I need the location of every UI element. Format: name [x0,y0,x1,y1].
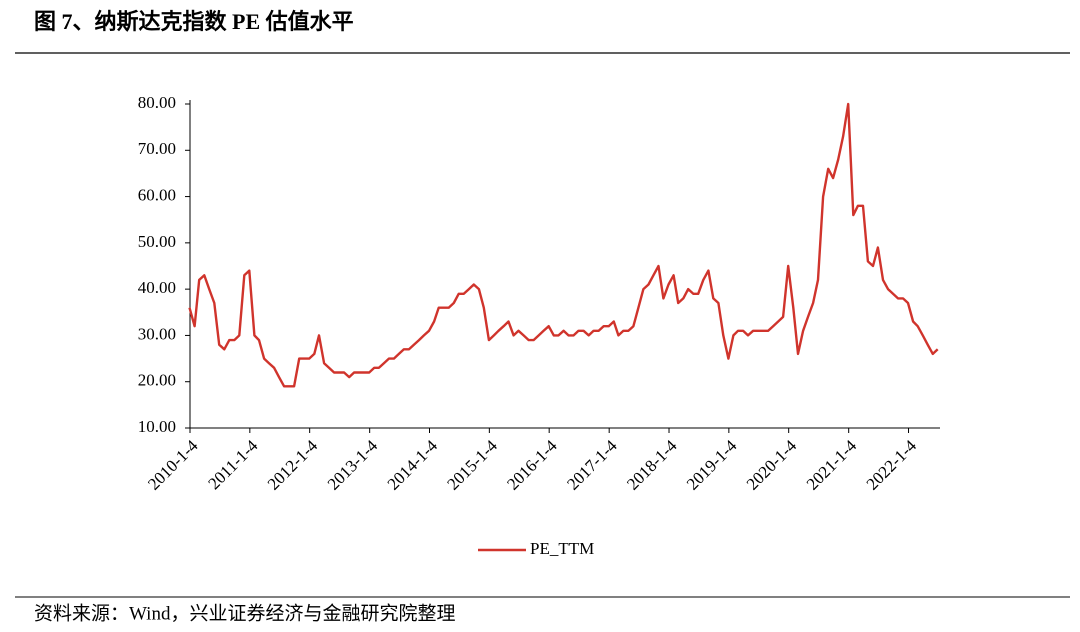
x-tick-label: 2022-1-4 [863,436,921,494]
x-tick-label: 2011-1-4 [204,436,261,493]
x-tick-label: 2016-1-4 [503,436,561,494]
y-tick-label: 80.00 [138,93,176,112]
x-tick-label: 2012-1-4 [264,436,322,494]
x-tick-label: 2010-1-4 [144,436,202,494]
x-tick-label: 2014-1-4 [384,436,442,494]
x-tick-label: 2020-1-4 [743,436,801,494]
x-tick-label: 2013-1-4 [324,436,382,494]
y-tick-label: 10.00 [138,417,176,436]
y-tick-label: 50.00 [138,232,176,251]
y-tick-label: 40.00 [138,278,176,297]
y-tick-label: 60.00 [138,185,176,204]
x-tick-label: 2015-1-4 [443,436,501,494]
legend-label: PE_TTM [530,539,594,558]
y-tick-label: 30.00 [138,324,176,343]
y-tick-label: 70.00 [138,139,176,158]
x-tick-label: 2021-1-4 [803,436,861,494]
y-tick-label: 20.00 [138,371,176,390]
source-note: 资料来源：Wind，兴业证券经济与金融研究院整理 [34,602,455,624]
chart-title: 图 7、纳斯达克指数 PE 估值水平 [34,9,354,34]
data-line [188,102,939,388]
x-tick-label: 2017-1-4 [563,436,621,494]
x-tick-label: 2018-1-4 [623,436,681,494]
x-tick-label: 2019-1-4 [683,436,741,494]
